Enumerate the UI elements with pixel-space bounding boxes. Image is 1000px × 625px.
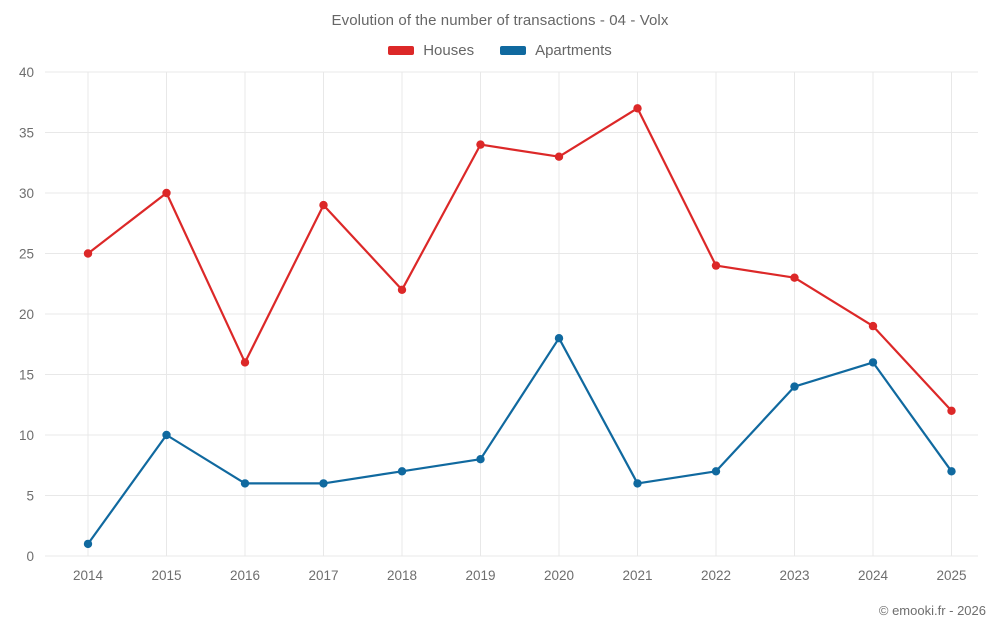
y-axis-tick-label: 15: [19, 368, 34, 383]
data-point-apartments-2021[interactable]: [633, 479, 642, 488]
legend-item-apartments[interactable]: Apartments: [500, 42, 612, 59]
data-point-houses-2021[interactable]: [633, 104, 642, 113]
data-point-houses-2020[interactable]: [554, 152, 564, 161]
data-point-apartments-2025[interactable]: [947, 467, 956, 476]
data-point-apartments-2024[interactable]: [868, 358, 878, 367]
x-axis-tick-label: 2014: [73, 568, 104, 583]
x-axis-tick-label: 2022: [701, 568, 731, 583]
series-apartments: [83, 334, 956, 549]
x-axis-tick-label: 2017: [308, 568, 338, 583]
data-point-apartments-2016[interactable]: [240, 479, 250, 488]
y-axis-tick-label: 20: [19, 307, 34, 322]
data-point-houses-2022[interactable]: [711, 261, 721, 270]
data-point-apartments-2018[interactable]: [397, 467, 407, 476]
legend-swatch-icon: [388, 46, 415, 55]
data-point-apartments-2019[interactable]: [476, 455, 485, 464]
x-axis-tick-label: 2025: [936, 568, 966, 583]
x-axis-tick-label: 2016: [230, 568, 260, 583]
x-axis-tick-label: 2019: [465, 568, 495, 583]
data-point-apartments-2015[interactable]: [162, 430, 171, 440]
y-axis-tick-label: 10: [19, 428, 34, 443]
data-point-apartments-2023[interactable]: [790, 382, 799, 391]
x-axis-tick-label: 2015: [151, 568, 181, 583]
series-houses: [83, 104, 956, 415]
data-point-houses-2025[interactable]: [947, 406, 956, 415]
chart-title: Evolution of the number of transactions …: [331, 12, 669, 29]
x-axis-tick-label: 2021: [622, 568, 652, 583]
y-axis-tick-label: 30: [19, 186, 34, 201]
x-axis-tick-label: 2018: [387, 568, 417, 583]
data-point-apartments-2017[interactable]: [319, 479, 328, 488]
y-axis-tick-label: 5: [26, 489, 34, 504]
x-axis-tick-label: 2024: [858, 568, 889, 583]
data-point-apartments-2020[interactable]: [554, 334, 564, 343]
data-point-apartments-2014[interactable]: [83, 539, 93, 549]
gridlines: [45, 71, 978, 557]
chart-legend: Houses Apartments: [0, 42, 1000, 59]
data-point-houses-2023[interactable]: [790, 273, 799, 282]
data-point-houses-2016[interactable]: [240, 358, 250, 367]
data-point-houses-2015[interactable]: [162, 188, 171, 198]
legend-swatch-icon: [500, 46, 527, 55]
data-point-houses-2024[interactable]: [868, 321, 878, 331]
legend-item-houses[interactable]: Houses: [388, 42, 474, 59]
data-point-houses-2019[interactable]: [476, 140, 485, 149]
series-line-houses: [86, 107, 953, 412]
data-point-houses-2014[interactable]: [83, 249, 93, 258]
y-axis-tick-label: 0: [26, 549, 34, 564]
series-line-apartments: [86, 337, 953, 546]
data-point-apartments-2022[interactable]: [711, 467, 721, 476]
y-axis-tick-label: 35: [19, 126, 34, 141]
x-axis-tick-label: 2023: [779, 568, 809, 583]
y-axis-tick-label: 25: [19, 247, 34, 262]
data-point-houses-2018[interactable]: [397, 285, 407, 294]
data-point-houses-2017[interactable]: [319, 200, 328, 210]
legend-label: Apartments: [535, 42, 612, 59]
copyright-credit: © emooki.fr - 2026: [878, 603, 986, 618]
legend-label: Houses: [423, 42, 475, 59]
y-axis-tick-label: 40: [19, 65, 34, 80]
x-axis-tick-label: 2020: [544, 568, 574, 583]
